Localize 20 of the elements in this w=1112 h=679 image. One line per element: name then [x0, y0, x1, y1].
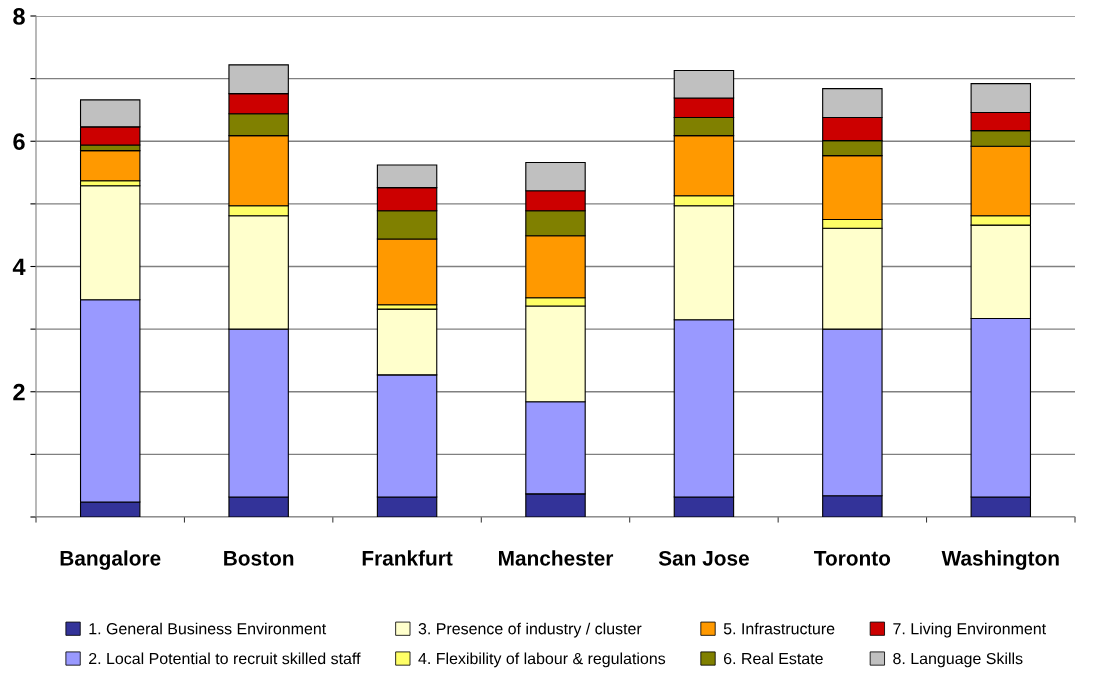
legend-label: 3. Presence of industry / cluster [418, 622, 642, 638]
x-tick-label: Washington [941, 550, 1059, 570]
x-tick-label: Toronto [814, 551, 891, 566]
legend-label: 4. Flexibility of labour & regulations [418, 652, 666, 668]
legend-label: 6. Real Estate [724, 652, 823, 665]
x-tick-label: Bangalore [60, 550, 161, 570]
legend-label: 7. Living Environment [893, 622, 1046, 638]
x-tick-label: Manchester [499, 550, 614, 566]
legend-label: 5. Infrastructure [723, 622, 835, 635]
x-tick-label: Frankfurt [362, 550, 453, 566]
x-tick-label: San Jose [658, 550, 749, 566]
legend-label: 8. Language Skills [893, 652, 1023, 668]
y-tick-label: 2 [13, 383, 25, 401]
y-tick-label: 4 [12, 258, 26, 276]
y-tick-label: 6 [13, 133, 25, 151]
bar [79, 150, 141, 182]
y-tick-label: 8 [13, 8, 25, 25]
x-tick-label: Boston [224, 551, 294, 566]
legend-label: 1. General Business Environment [89, 622, 327, 635]
legend-label: 2. Local Potential to recruit skilled staff [89, 652, 361, 665]
